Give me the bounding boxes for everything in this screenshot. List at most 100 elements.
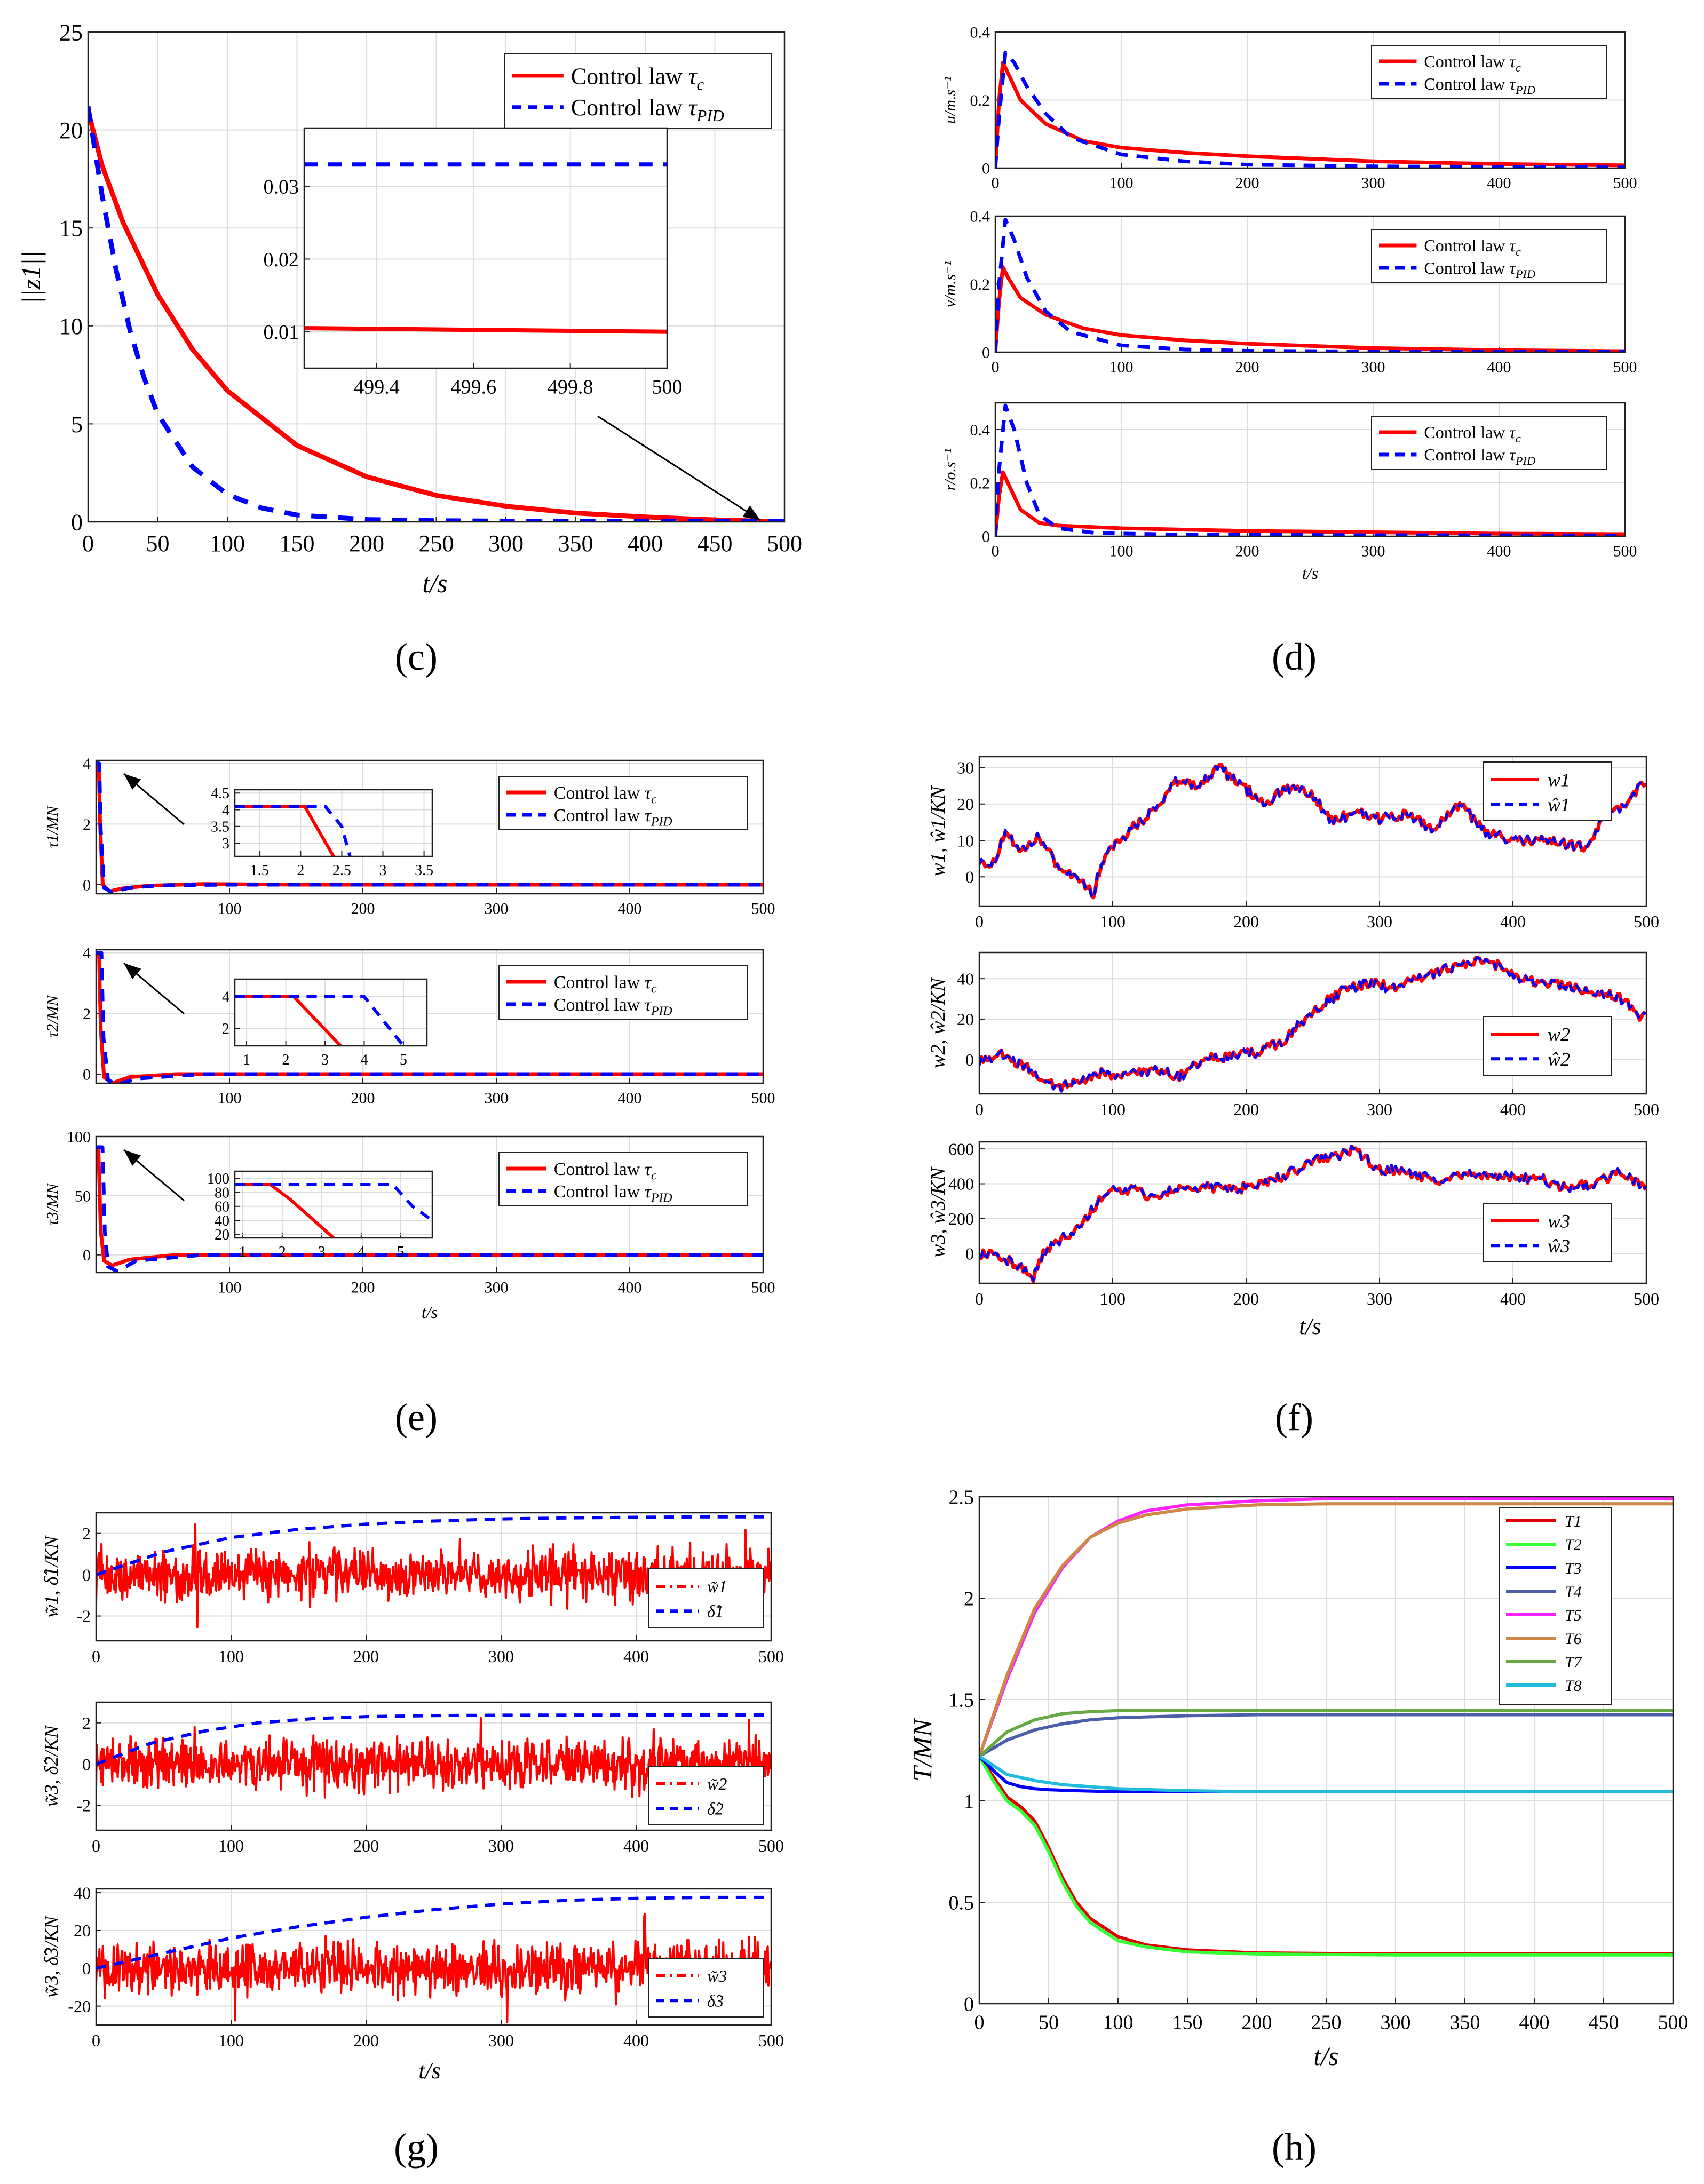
h-y-tick-label: 2.5 bbox=[949, 1486, 974, 1508]
e1-inset-frame bbox=[234, 789, 433, 857]
g1-legend-box bbox=[648, 1568, 764, 1628]
e3-inset-x-tick-label: 4 bbox=[358, 1244, 365, 1260]
d1-series-layer bbox=[995, 50, 1625, 168]
g2-y-tick-label: 0 bbox=[82, 1754, 91, 1774]
d-x-axis-label: t/s bbox=[1302, 563, 1318, 583]
e1-inset-x-tick-label: 3.5 bbox=[415, 862, 433, 879]
f3-x-tick-label: 300 bbox=[1367, 1289, 1392, 1308]
d2-legend-label: Control law τc bbox=[1424, 236, 1520, 258]
d1-x-tick-label: 500 bbox=[1613, 174, 1637, 192]
g3-x-tick-label: 100 bbox=[218, 2031, 244, 2050]
e3-series-layer bbox=[96, 1145, 763, 1273]
c-inset-line bbox=[304, 326, 667, 334]
h-y-tick-label: 1.5 bbox=[949, 1689, 974, 1711]
d2-y-tick-label: 0 bbox=[982, 344, 990, 362]
f3-series-layer bbox=[979, 1144, 1646, 1283]
h-x-tick-label: 300 bbox=[1381, 2012, 1411, 2034]
c-x-tick-label: 50 bbox=[146, 530, 170, 557]
g3-y-tick-label: 40 bbox=[74, 1883, 91, 1902]
h-legend-label: T4 bbox=[1565, 1583, 1582, 1601]
g2-error-series-line bbox=[96, 1717, 771, 1799]
e2-frame bbox=[95, 949, 764, 1084]
c-legend-label: Control law τc bbox=[571, 63, 704, 93]
f1-series-layer bbox=[979, 763, 1646, 900]
e2-inset-x-tick-label: 3 bbox=[321, 1052, 329, 1068]
h-legend-label: T5 bbox=[1565, 1607, 1582, 1624]
h-x-tick-label: 50 bbox=[1039, 2012, 1059, 2034]
e2-inset-x-tick-label: 5 bbox=[400, 1052, 407, 1068]
e3-inset-y-tick-label: 40 bbox=[215, 1213, 229, 1229]
g2-frame bbox=[95, 1701, 772, 1831]
g3-y-tick-label: 0 bbox=[82, 1959, 91, 1978]
e3-y-tick-label: 0 bbox=[83, 1246, 91, 1264]
h-legend-label: T1 bbox=[1565, 1513, 1582, 1530]
d3-y-tick-label: 0.4 bbox=[970, 422, 990, 439]
h-legend-label: T6 bbox=[1565, 1630, 1582, 1648]
g2-x-tick-label: 0 bbox=[92, 1836, 100, 1855]
c-x-tick-label: 0 bbox=[82, 530, 94, 557]
e1-x-tick-label: 300 bbox=[485, 900, 509, 918]
e1-inset-line bbox=[235, 805, 352, 856]
f2-series-layer bbox=[979, 956, 1646, 1093]
d2-x-tick-label: 200 bbox=[1235, 359, 1259, 376]
h-x-tick-label: 150 bbox=[1172, 2012, 1203, 2034]
c-x-tick-label: 250 bbox=[419, 530, 454, 557]
e1-inset-y-tick-label: 3.5 bbox=[211, 819, 229, 836]
h-x-tick-label: 350 bbox=[1450, 2012, 1480, 2034]
c-inset-x-tick-label: 499.6 bbox=[451, 376, 497, 399]
e3-x-tick-label: 300 bbox=[485, 1279, 509, 1297]
h-series-line-T2 bbox=[979, 1755, 1673, 1957]
e1-inset-x-tick-label: 2.5 bbox=[332, 862, 351, 879]
f1-frame bbox=[978, 756, 1647, 907]
d3-y-tick-label: 0 bbox=[982, 528, 990, 546]
d3-series-line bbox=[995, 470, 1625, 536]
d3-legend-label: Control law τc bbox=[1424, 423, 1520, 445]
f2-y-tick-label: 0 bbox=[965, 1050, 974, 1069]
e3-inset-y-tick-label: 20 bbox=[215, 1227, 229, 1243]
g-x-axis-label: t/s bbox=[418, 2058, 441, 2084]
e1-inset-x-tick-label: 3 bbox=[379, 862, 387, 879]
e3-inset-x-tick-label: 2 bbox=[279, 1244, 286, 1260]
f1-y-axis-label: w1, ŵ1/KN bbox=[927, 785, 949, 877]
e3-inset-line bbox=[235, 1183, 432, 1222]
h-legend-box bbox=[1499, 1507, 1612, 1705]
panel-label-d: (d) bbox=[1272, 636, 1317, 678]
h-legend-label: T2 bbox=[1565, 1536, 1582, 1554]
g3-x-tick-label: 400 bbox=[623, 2031, 649, 2050]
e3-inset-plot-area bbox=[235, 1171, 432, 1238]
e1-inset-y-tick-label: 4.5 bbox=[211, 785, 229, 802]
e3-series-line bbox=[96, 1145, 763, 1273]
f2-y-tick-label: 20 bbox=[957, 1010, 974, 1029]
f3-x-tick-label: 100 bbox=[1100, 1289, 1126, 1308]
c-y-tick-label: 0 bbox=[71, 509, 83, 535]
g1-y-tick-label: -2 bbox=[76, 1607, 91, 1626]
panel-label-e: (e) bbox=[395, 1396, 438, 1439]
d2-frame bbox=[994, 215, 1626, 353]
d2-x-tick-label: 300 bbox=[1361, 359, 1385, 376]
e3-inset-x-tick-label: 5 bbox=[397, 1244, 405, 1260]
f1-x-tick-label: 100 bbox=[1100, 912, 1126, 931]
c-x-tick-label: 300 bbox=[488, 530, 524, 557]
f1-legend-box bbox=[1483, 761, 1612, 821]
e2-x-tick-label: 300 bbox=[485, 1090, 509, 1107]
e2-x-tick-label: 200 bbox=[351, 1090, 375, 1107]
g1-legend-label: δ̂1 bbox=[707, 1601, 724, 1621]
f2-x-tick-label: 400 bbox=[1500, 1100, 1526, 1119]
e3-series-line bbox=[96, 1145, 763, 1268]
h-x-tick-label: 100 bbox=[1103, 2012, 1134, 2034]
g2-x-tick-label: 200 bbox=[353, 1836, 379, 1855]
panel-label-g: (g) bbox=[394, 2126, 439, 2169]
e2-series-layer bbox=[96, 951, 763, 1083]
f3-x-tick-label: 200 bbox=[1233, 1289, 1259, 1308]
e2-legend-label: Control law τc bbox=[554, 973, 657, 996]
e1-legend-box bbox=[498, 776, 748, 830]
d3-x-tick-label: 400 bbox=[1487, 543, 1511, 560]
e1-x-tick-label: 400 bbox=[618, 900, 642, 918]
e1-x-tick-label: 100 bbox=[218, 900, 242, 918]
h-x-tick-label: 250 bbox=[1311, 2012, 1342, 2034]
d2-series-line bbox=[995, 217, 1625, 352]
h-x-tick-label: 450 bbox=[1589, 2012, 1619, 2034]
e2-inset-frame bbox=[234, 978, 428, 1047]
